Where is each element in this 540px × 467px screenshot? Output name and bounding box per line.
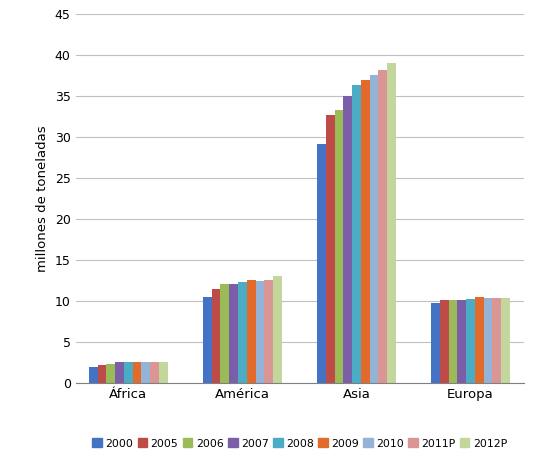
Bar xyxy=(273,276,282,383)
Bar xyxy=(106,364,115,383)
Bar xyxy=(229,284,238,383)
Bar xyxy=(159,361,168,383)
Bar xyxy=(466,299,475,383)
Bar xyxy=(203,297,212,383)
Bar xyxy=(440,300,449,383)
Bar xyxy=(124,361,133,383)
Bar xyxy=(133,361,141,383)
Bar xyxy=(247,281,255,383)
Bar xyxy=(317,143,326,383)
Bar xyxy=(326,115,334,383)
Bar xyxy=(387,63,396,383)
Bar xyxy=(352,85,361,383)
Bar xyxy=(89,368,98,383)
Bar xyxy=(212,289,220,383)
Bar xyxy=(457,300,466,383)
Y-axis label: millones de toneladas: millones de toneladas xyxy=(36,125,49,272)
Bar xyxy=(150,361,159,383)
Bar xyxy=(492,297,501,383)
Bar xyxy=(115,362,124,383)
Bar xyxy=(220,284,229,383)
Bar xyxy=(449,300,457,383)
Bar xyxy=(343,96,352,383)
Bar xyxy=(255,281,264,383)
Bar xyxy=(334,110,343,383)
Bar xyxy=(369,76,379,383)
Bar xyxy=(98,365,106,383)
Bar xyxy=(501,298,510,383)
Bar xyxy=(238,282,247,383)
Bar xyxy=(264,280,273,383)
Bar xyxy=(141,361,150,383)
Bar xyxy=(475,297,484,383)
Bar xyxy=(379,70,387,383)
Bar xyxy=(484,298,492,383)
Bar xyxy=(361,79,369,383)
Legend: 2000, 2005, 2006, 2007, 2008, 2009, 2010, 2011P, 2012P: 2000, 2005, 2006, 2007, 2008, 2009, 2010… xyxy=(90,436,509,451)
Bar xyxy=(431,303,440,383)
